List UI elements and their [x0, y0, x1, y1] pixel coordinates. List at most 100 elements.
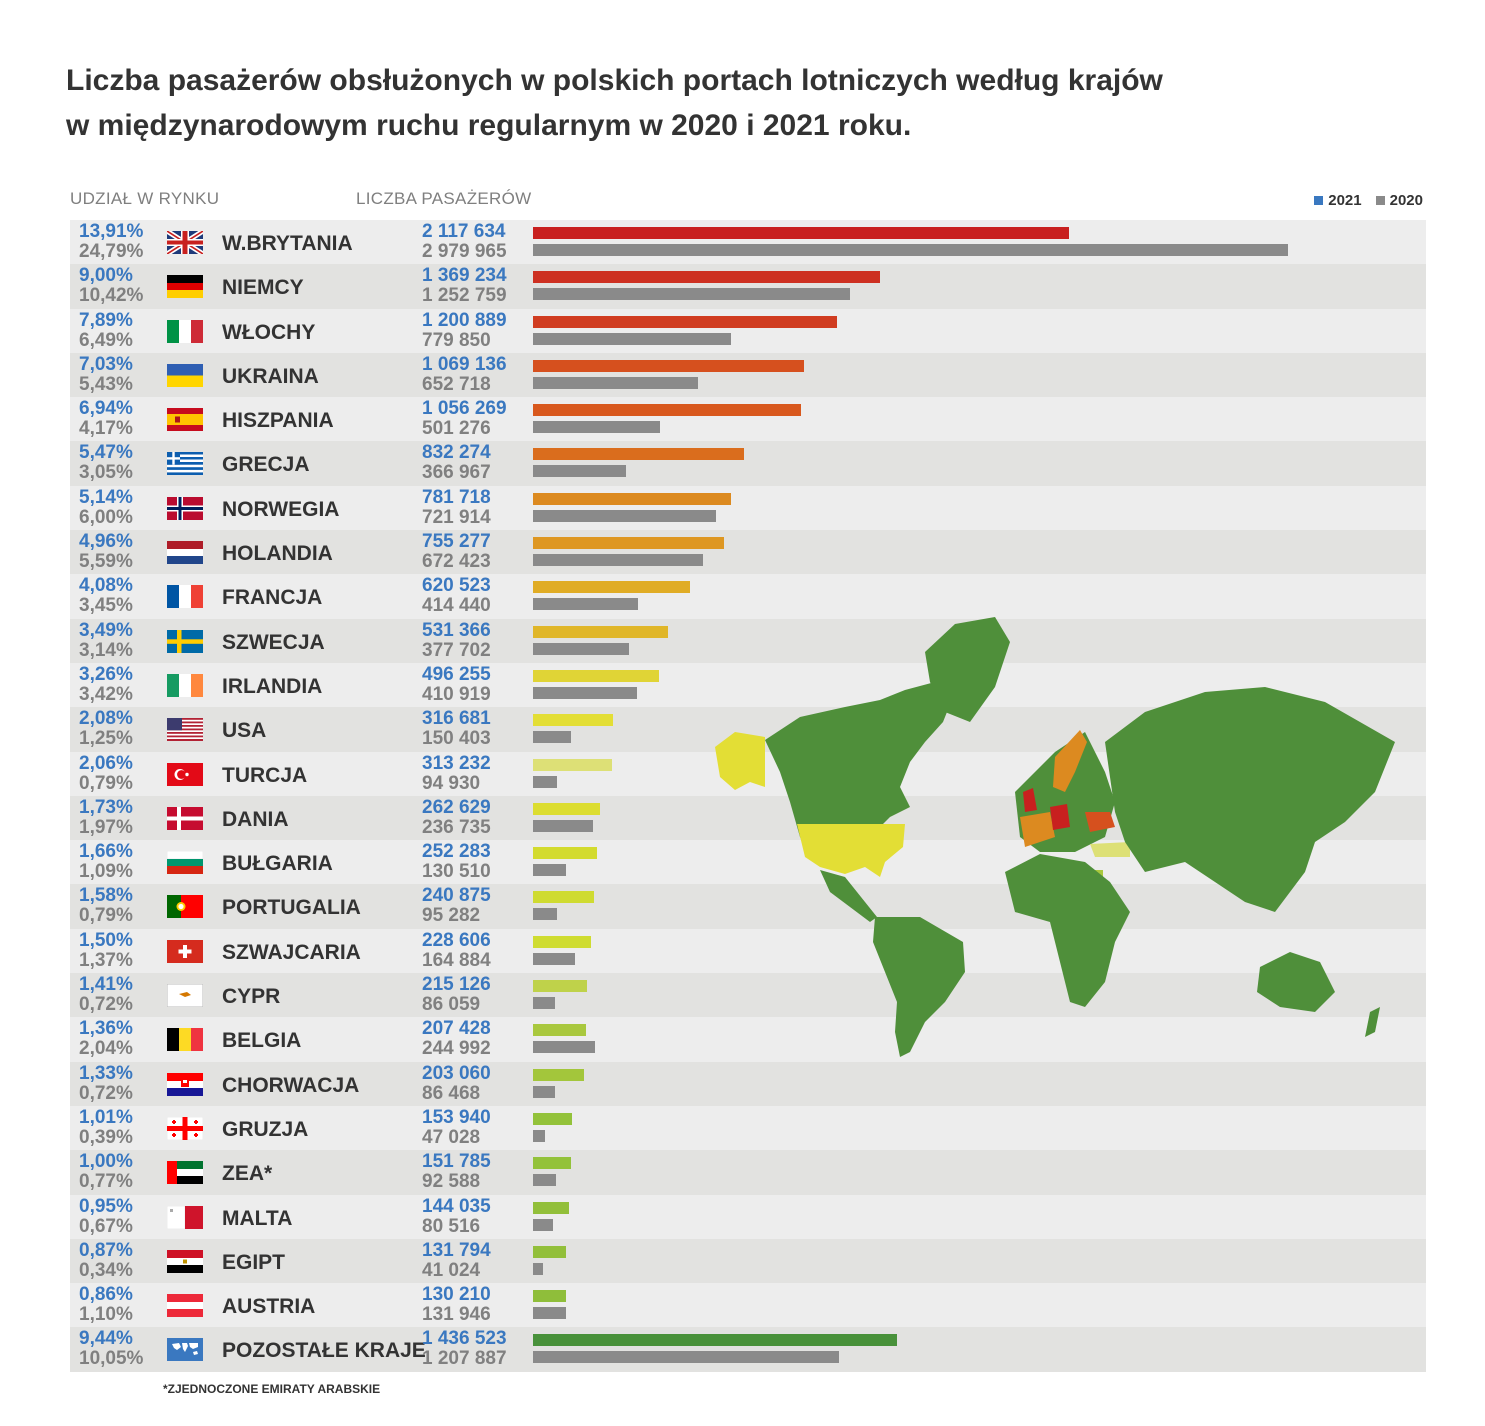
passengers-2021: 316 681: [422, 708, 491, 730]
bar-2020: [533, 1174, 557, 1187]
bar-2020: [533, 421, 660, 434]
passengers-2020: 410 919: [422, 683, 491, 705]
share-2020: 4,17%: [79, 418, 133, 440]
bar-2021: [533, 714, 614, 727]
share-2021: 1,01%: [79, 1106, 133, 1128]
country-name: CYPR: [222, 985, 281, 1009]
share-2020: 3,42%: [79, 683, 133, 705]
share-2020: 1,37%: [79, 949, 133, 971]
share-2021: 1,66%: [79, 841, 133, 863]
bar-2020: [533, 1262, 544, 1275]
share-2021: 3,26%: [79, 663, 133, 685]
passengers-2021: 1 200 889: [422, 309, 507, 331]
map-germany: [1050, 804, 1070, 830]
passengers-2021: 531 366: [422, 619, 491, 641]
passengers-2021: 207 428: [422, 1018, 491, 1040]
map-north-america: [765, 682, 955, 867]
flag-icon-cy: [167, 984, 203, 1008]
flag-icon-bg: [167, 851, 203, 875]
passengers-2020: 131 946: [422, 1304, 491, 1326]
passengers-2020: 721 914: [422, 506, 491, 528]
table-row: 4,08% 3,45% FRANCJA 620 523 414 440: [70, 574, 1426, 619]
bar-2021: [533, 581, 691, 594]
country-name: NORWEGIA: [222, 497, 340, 521]
bar-2021: [533, 802, 600, 815]
passengers-2020: 164 884: [422, 949, 491, 971]
bar-2021: [533, 359, 804, 372]
flag-icon-no: [167, 496, 203, 520]
share-2020: 0,77%: [79, 1171, 133, 1193]
share-2020: 0,79%: [79, 905, 133, 927]
bar-2021: [533, 891, 595, 904]
share-2020: 10,42%: [79, 285, 144, 307]
share-2021: 3,49%: [79, 619, 133, 641]
flag-icon-it: [167, 319, 203, 343]
table-row: 4,96% 5,59% HOLANDIA 755 277 672 423: [70, 530, 1426, 575]
passengers-column-header: LICZBA PASAŻERÓW: [356, 189, 532, 208]
bar-2021: [533, 625, 668, 638]
country-name: MALTA: [222, 1206, 293, 1230]
share-2020: 3,45%: [79, 595, 133, 617]
country-name: BELGIA: [222, 1029, 302, 1053]
flag-icon-ie: [167, 673, 203, 697]
bar-2021: [533, 1068, 585, 1081]
passengers-2021: 1 069 136: [422, 353, 507, 375]
passengers-2020: 2 979 965: [422, 241, 507, 262]
bar-2020: [533, 1085, 555, 1098]
table-row: 7,89% 6,49% WŁOCHY 1 200 889 779 850: [70, 308, 1426, 353]
passengers-2021: 1 436 523: [422, 1328, 507, 1350]
passengers-2021: 1 056 269: [422, 398, 507, 420]
bar-2021: [533, 935, 591, 948]
bar-2020: [533, 731, 572, 744]
flag-icon-dk: [167, 806, 203, 830]
flag-icon-gr: [167, 452, 203, 476]
bar-2020: [533, 244, 1288, 256]
passengers-2021: 2 117 634: [422, 221, 506, 242]
flag-icon-ae: [167, 1161, 203, 1185]
passengers-2020: 95 282: [422, 905, 481, 927]
flag-icon-world: [167, 1338, 203, 1362]
table-row: 1,41% 0,72% CYPR 215 126 86 059: [70, 973, 1426, 1018]
table-row: 1,50% 1,37% SZWAJCARIA 228 606 164 884: [70, 928, 1426, 974]
country-name: GRUZJA: [222, 1117, 309, 1141]
title-line-1: Liczba pasażerów obsłużonych w polskich …: [66, 64, 1163, 97]
flag-icon-pt: [167, 895, 203, 919]
country-name: DANIA: [222, 807, 289, 831]
share-2020: 0,72%: [79, 994, 133, 1016]
bar-2020: [533, 1307, 567, 1320]
share-2021: 6,94%: [79, 398, 133, 420]
share-2021: 2,06%: [79, 752, 133, 774]
bar-2021: [533, 1024, 586, 1037]
share-2020: 1,97%: [79, 816, 133, 838]
bar-2021: [533, 404, 801, 417]
passengers-2021: 252 283: [422, 841, 491, 863]
country-name: CHORWACJA: [222, 1073, 360, 1097]
passengers-2021: 620 523: [422, 575, 491, 597]
country-name: USA: [222, 719, 267, 743]
bar-2021: [533, 1201, 570, 1214]
passengers-2021: 240 875: [422, 885, 491, 907]
table-row: 1,36% 2,04% BELGIA 207 428 244 992: [70, 1017, 1426, 1062]
share-2021: 4,96%: [79, 531, 133, 553]
country-name: SZWECJA: [222, 630, 325, 654]
share-2021: 5,47%: [79, 442, 133, 464]
map-south-america: [873, 917, 965, 1057]
table-row: 5,47% 3,05% GRECJA 832 274 366 967: [70, 441, 1426, 486]
passengers-2020: 1 207 887: [422, 1348, 507, 1370]
table-row: 9,44% 10,05% POZOSTAŁE KRAJE 1 436 523 1 207…: [70, 1327, 1426, 1372]
map-australia: [1257, 952, 1335, 1012]
share-2021: 5,14%: [79, 486, 133, 508]
bar-2020: [533, 686, 638, 699]
share-column-header: UDZIAŁ W RYNKU: [70, 189, 220, 208]
country-name: POZOSTAŁE KRAJE: [222, 1339, 426, 1363]
chart-table: 13,91% 24,79% W.BRYTANIA 2 117 634 2 979 965…: [70, 220, 1426, 1372]
map-western-europe: [1020, 812, 1055, 847]
country-name: W.BRYTANIA: [222, 232, 353, 255]
bar-2020: [533, 1129, 545, 1142]
share-2020: 1,10%: [79, 1304, 133, 1326]
share-2021: 9,00%: [79, 265, 133, 287]
share-2020: 0,39%: [79, 1126, 133, 1148]
table-row: 9,00% 10,42% NIEMCY 1 369 234 1 252 759: [70, 264, 1426, 309]
country-name: FRANCJA: [222, 586, 323, 610]
flag-icon-hr: [167, 1072, 203, 1096]
